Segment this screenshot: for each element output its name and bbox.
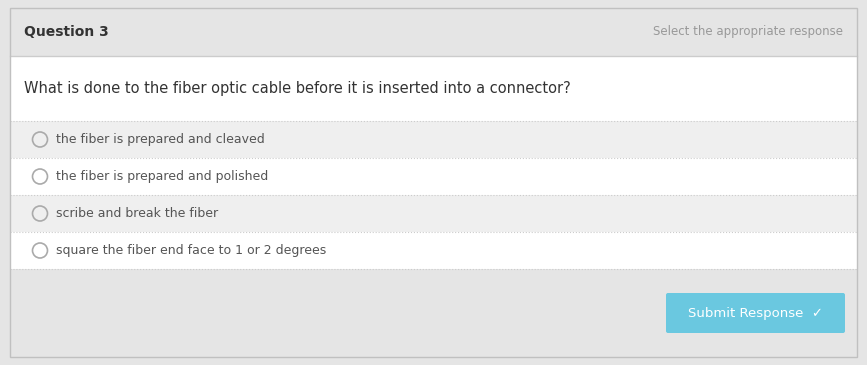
Text: the fiber is prepared and cleaved: the fiber is prepared and cleaved: [55, 133, 264, 146]
Text: Question 3: Question 3: [24, 25, 108, 39]
Text: scribe and break the fiber: scribe and break the fiber: [55, 207, 218, 220]
Text: square the fiber end face to 1 or 2 degrees: square the fiber end face to 1 or 2 degr…: [55, 244, 326, 257]
FancyBboxPatch shape: [10, 269, 857, 357]
FancyBboxPatch shape: [10, 8, 857, 56]
Text: Select the appropriate response: Select the appropriate response: [653, 26, 843, 38]
FancyBboxPatch shape: [10, 121, 857, 158]
FancyBboxPatch shape: [10, 195, 857, 232]
FancyBboxPatch shape: [10, 56, 857, 121]
Text: the fiber is prepared and polished: the fiber is prepared and polished: [55, 170, 268, 183]
FancyBboxPatch shape: [10, 158, 857, 195]
FancyBboxPatch shape: [10, 232, 857, 269]
FancyBboxPatch shape: [666, 293, 845, 333]
Text: Submit Response  ✓: Submit Response ✓: [688, 307, 823, 319]
Text: What is done to the fiber optic cable before it is inserted into a connector?: What is done to the fiber optic cable be…: [24, 81, 570, 96]
